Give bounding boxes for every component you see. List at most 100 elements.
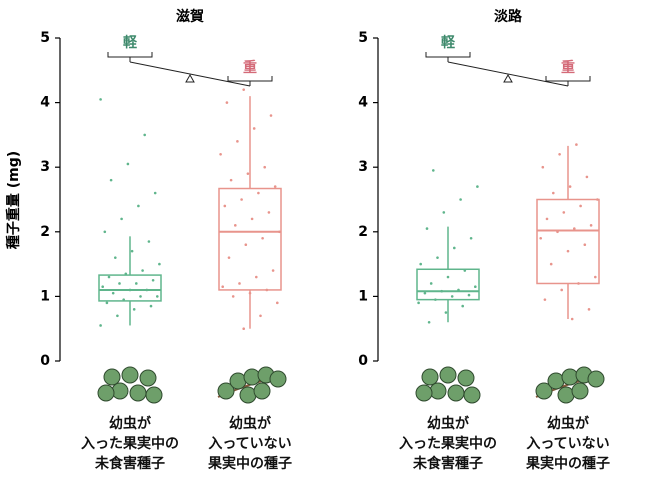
data-point [234,224,237,227]
y-axis-label: 種子重量 (mg) [5,151,22,249]
data-point [114,256,117,259]
seed [429,382,447,400]
data-point [417,301,420,305]
seed [447,384,465,402]
data-point [105,301,109,305]
data-point [423,291,427,295]
x-tick-label: 幼虫が 入った果実中の 未食害種子 [399,416,497,472]
seed [587,370,605,388]
data-point [444,311,448,314]
chart-title: 淡路 [494,8,523,25]
data-point [446,275,450,279]
data-point [254,275,258,279]
data-point [273,185,277,188]
data-point [252,127,256,130]
annotation: 軽 [123,34,138,51]
data-point [549,262,553,266]
data-point [543,298,547,301]
data-point [587,308,591,311]
data-point [153,191,157,195]
data-point [147,240,151,243]
seed [243,368,261,386]
data-point [560,288,563,292]
data-point [261,236,264,240]
y-tick-label: 0 [358,353,368,369]
data-point [139,295,142,298]
seed [121,366,139,384]
box [416,268,480,301]
data-point [267,211,271,214]
data-point [103,230,107,234]
seed [457,369,475,387]
seed [253,382,271,400]
data-point [118,282,121,285]
data-point [453,246,456,250]
y-tick-label: 5 [358,30,368,46]
data-point [570,317,574,321]
data-point [276,301,279,305]
y-tick-label: 4 [40,95,50,111]
box [98,274,162,302]
data-point [156,295,159,298]
data-point [219,152,222,156]
y-tick-label: 1 [40,288,50,304]
data-point [263,165,267,169]
balance-bracket [107,52,153,58]
data-point [429,282,433,285]
seed [145,386,163,404]
annotation: 重 [243,59,257,76]
seed [535,382,553,400]
data-point [436,256,439,259]
data-point [246,172,250,175]
data-point [259,314,262,318]
seed [571,382,589,400]
box [536,198,600,285]
data-point [111,291,115,295]
data-point [467,293,471,297]
data-point [236,140,239,143]
seed [415,384,433,402]
data-point [126,162,130,166]
data-point [539,236,542,240]
data-point [589,224,593,227]
data-point [109,178,113,182]
seed [463,386,481,404]
data-point [541,165,545,169]
y-tick-label: 1 [358,288,368,304]
data-point [545,217,549,221]
box [218,187,282,291]
data-point [469,236,473,240]
data-point [238,282,241,285]
data-point [99,98,102,101]
x-tick-label: 幼虫が 入っていない 果実中の種子 [208,416,292,472]
data-point [419,262,423,266]
data-point [244,243,248,247]
annotation: 重 [561,59,575,76]
seed [229,372,247,390]
seed [561,368,579,386]
data-point [271,269,275,272]
seed [217,382,235,400]
data-point [132,308,136,311]
x-tick-label: 幼虫が 入っていない 果実中の種子 [526,416,610,472]
annotation: 軽 [441,34,456,51]
data-point [585,175,589,179]
data-point [221,285,224,289]
data-point [432,169,435,172]
data-point [269,114,273,117]
y-tick-label: 3 [358,159,368,175]
data-point [461,304,465,308]
balance-fulcrum [503,73,513,83]
seed [421,368,439,386]
data-point [573,227,576,230]
data-point [257,191,260,195]
data-point [99,324,102,327]
data-point [442,211,446,214]
data-point [568,185,572,188]
data-point [229,178,233,182]
y-tick-label: 3 [40,159,50,175]
chart-title: 滋賀 [176,8,204,25]
data-point [579,204,582,208]
